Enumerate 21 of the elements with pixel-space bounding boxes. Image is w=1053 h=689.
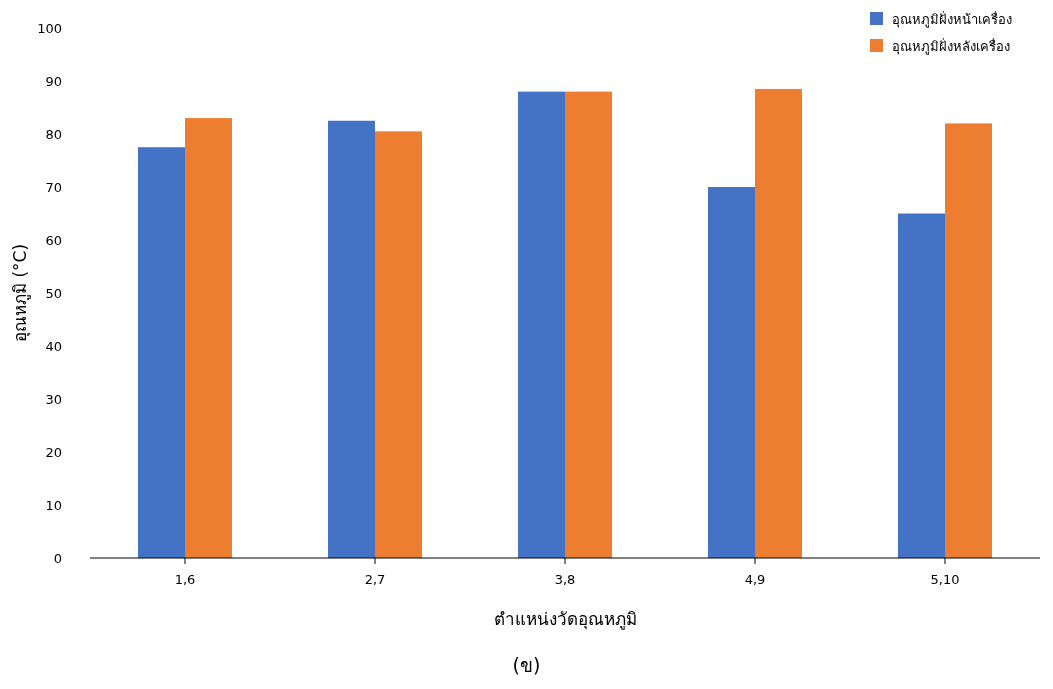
y-tick-label: 10 xyxy=(45,498,62,513)
y-tick-label: 50 xyxy=(45,286,62,301)
y-tick-label: 40 xyxy=(45,339,62,354)
x-tick-label: 4,9 xyxy=(744,572,766,587)
x-tick-label: 5,10 xyxy=(930,572,960,587)
text: (ข) xyxy=(512,654,541,676)
y-tick-label: 20 xyxy=(45,445,62,460)
y-tick-label: 90 xyxy=(45,74,62,89)
y-tick-label: 70 xyxy=(45,180,62,195)
y-tick-label: 100 xyxy=(37,21,62,36)
legend-label: อุณหภูมิฝั่งหน้าเครื่อง xyxy=(892,11,1012,28)
y-tick-label: 60 xyxy=(45,233,62,248)
y-axis-title: อุณหภูมิ (°C) xyxy=(10,243,31,343)
x-tick-label: 3,8 xyxy=(554,572,576,587)
y-tick-label: 80 xyxy=(45,127,62,142)
legend-label: อุณหภูมิฝั่งหลังเครื่อง xyxy=(892,38,1010,55)
y-tick-label: 30 xyxy=(45,392,62,407)
x-tick-label: 2,7 xyxy=(364,572,386,587)
x-axis-title: ตำแหน่งวัดอุณหภูมิ xyxy=(493,609,637,630)
x-tick-label: 1,6 xyxy=(174,572,196,587)
y-tick-label: 0 xyxy=(53,551,62,566)
